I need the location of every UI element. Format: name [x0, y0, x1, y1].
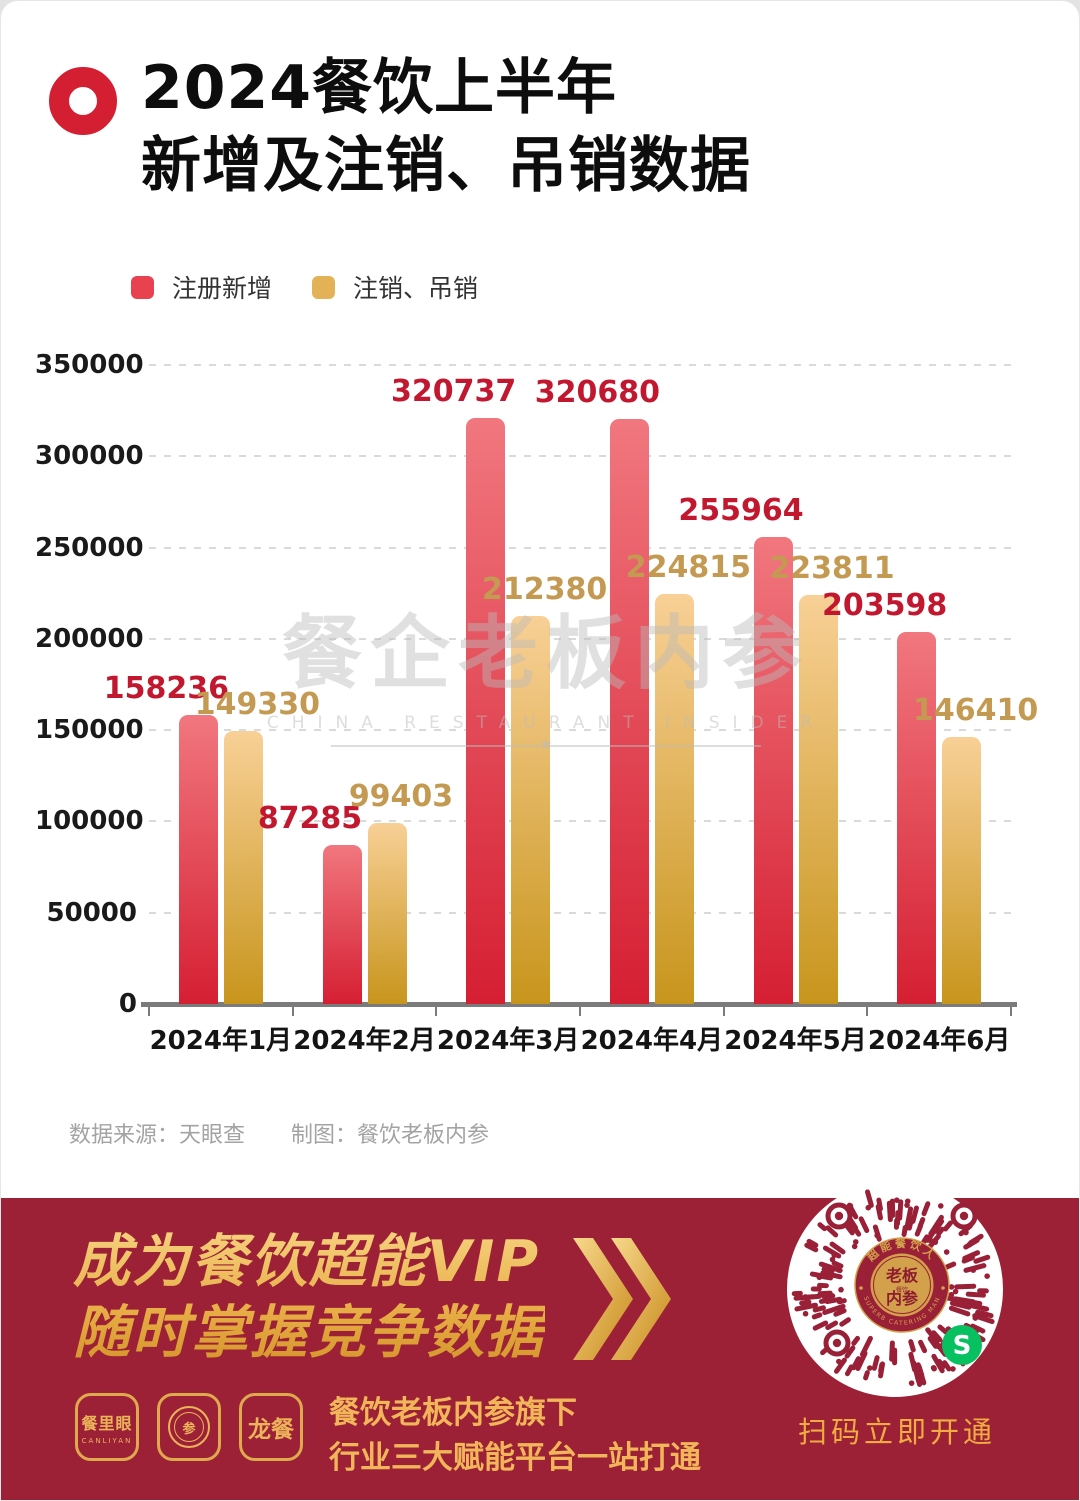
banner-slogan-line1: 成为餐饮超能VIP: [73, 1229, 541, 1295]
legend-item-cancel: 注销、吊销: [312, 269, 478, 305]
red-ring-logo-icon: [49, 67, 117, 135]
bar-value-new: 320680: [534, 374, 660, 410]
x-axis-category-label: 2024年6月: [867, 1026, 1011, 1056]
x-axis-category-label: 2024年5月: [724, 1026, 867, 1056]
x-axis-line: [141, 1002, 1017, 1007]
bar-value-cancel: 212380: [482, 572, 608, 608]
double-chevron-icon: [573, 1238, 671, 1360]
app-icon-longcan: 龙餐: [239, 1393, 303, 1461]
source-line: 数据来源：天眼查 制图：餐饮老板内参: [69, 1117, 489, 1149]
x-axis-tick: [579, 1007, 581, 1016]
banner-subtitle-line1: 餐饮老板内参旗下: [329, 1395, 577, 1431]
page-title-line2: 新增及注销、吊销数据: [141, 131, 751, 201]
gridline: [149, 455, 1011, 458]
x-axis-tick: [1010, 1007, 1012, 1016]
x-axis-tick: [435, 1007, 438, 1016]
bar-value-cancel: 99403: [348, 778, 454, 814]
x-axis-category-label: 2024年3月: [436, 1026, 580, 1056]
seal-ring-icon: 参: [168, 1406, 210, 1448]
gridline: [149, 364, 1011, 366]
bar-value-new: 255964: [678, 492, 804, 528]
svg-text:老板: 老板: [885, 1266, 919, 1285]
bar-value-cancel: 149330: [194, 687, 320, 723]
legend-item-new: 注册新增: [131, 269, 272, 305]
bar-new-registrations: [897, 632, 937, 1004]
bar-value-cancel: 146410: [913, 692, 1039, 728]
y-axis-tick-label: 0: [118, 989, 137, 1019]
bar-cancellations: [367, 822, 407, 1004]
x-axis-category-label: 2024年1月: [149, 1026, 293, 1056]
gridline: [149, 637, 1011, 640]
bar-cancellations: [798, 595, 838, 1004]
bar-cancellations: [942, 736, 982, 1004]
qr-caption: 扫码立即开通: [797, 1415, 997, 1449]
app-icon-seal: 参: [157, 1393, 221, 1461]
gridline: [149, 729, 1011, 732]
svg-text:S: S: [953, 1331, 972, 1361]
bar-new-registrations: [753, 536, 793, 1004]
bar-new-registrations: [609, 418, 649, 1004]
bar-value-new: 203598: [822, 588, 948, 624]
app-icon-canliyan: 餐里眼 CANLIYAN: [75, 1393, 139, 1461]
x-axis-tick: [148, 1007, 150, 1016]
x-axis-category-label: 2024年2月: [293, 1026, 436, 1056]
y-axis-tick-label: 200000: [35, 623, 144, 654]
banner-slogan-line2: 随时掌握竞争数据: [73, 1300, 545, 1367]
seal-ring-char: 参: [174, 1412, 204, 1442]
x-axis-tick: [291, 1007, 294, 1016]
page-title-line1: 2024餐饮上半年: [141, 53, 617, 123]
banner-subtitle: 餐饮老板内参旗下 行业三大赋能平台一站打通: [329, 1391, 701, 1481]
bar-value-cancel: 223811: [769, 551, 895, 587]
x-axis-category-label: 2024年4月: [580, 1026, 724, 1056]
y-axis-tick-label: 350000: [35, 350, 144, 380]
y-axis-tick-label: 50000: [46, 897, 137, 928]
chart-credit: 制图：餐饮老板内参: [291, 1123, 490, 1148]
app-icon-canliyan-name: 餐里眼: [81, 1413, 133, 1433]
app-icon-longcan-name: 龙餐: [248, 1417, 294, 1443]
gridline: [149, 820, 1011, 823]
page-title: 2024餐饮上半年 新增及注销、吊销数据: [141, 49, 751, 205]
bar-cancellations: [511, 616, 551, 1004]
data-source: 数据来源：天眼查: [69, 1123, 246, 1148]
legend-swatch-gold: [312, 275, 336, 299]
banner-subtitle-line2: 行业三大赋能平台一站打通: [329, 1439, 701, 1476]
bar-value-new: 320737: [391, 374, 517, 410]
bar-cancellations: [654, 593, 694, 1004]
bar-cancellations: [223, 731, 263, 1004]
y-axis-tick-label: 100000: [35, 806, 144, 837]
gridline: [149, 911, 1011, 914]
bar-value-new: 158236: [103, 671, 229, 707]
y-axis-tick-label: 300000: [35, 441, 144, 472]
chart-legend: 注册新增 注销、吊销: [131, 269, 478, 305]
svg-text:内参: 内参: [886, 1289, 919, 1308]
bar-new-registrations: [322, 844, 362, 1004]
bar-value-cancel: 224815: [625, 549, 751, 585]
bar-value-new: 87285: [257, 800, 363, 836]
bar-new-registrations: [466, 418, 506, 1004]
legend-label-cancel: 注销、吊销: [353, 274, 479, 303]
banner-slogan: 成为餐饮超能VIP 随时掌握竞争数据: [73, 1227, 545, 1370]
x-axis-tick: [722, 1007, 725, 1016]
app-icon-canliyan-sub: CANLIYAN: [81, 1436, 133, 1445]
y-axis-tick-label: 150000: [35, 715, 144, 746]
legend-swatch-red: [131, 275, 154, 299]
gridline: [149, 546, 1011, 549]
bar-new-registrations: [178, 715, 218, 1004]
y-axis-tick-label: 250000: [35, 532, 144, 563]
x-axis-tick: [866, 1007, 869, 1016]
legend-label-new: 注册新增: [172, 274, 273, 303]
svg-text:餐饮: 餐饮: [896, 1286, 908, 1294]
